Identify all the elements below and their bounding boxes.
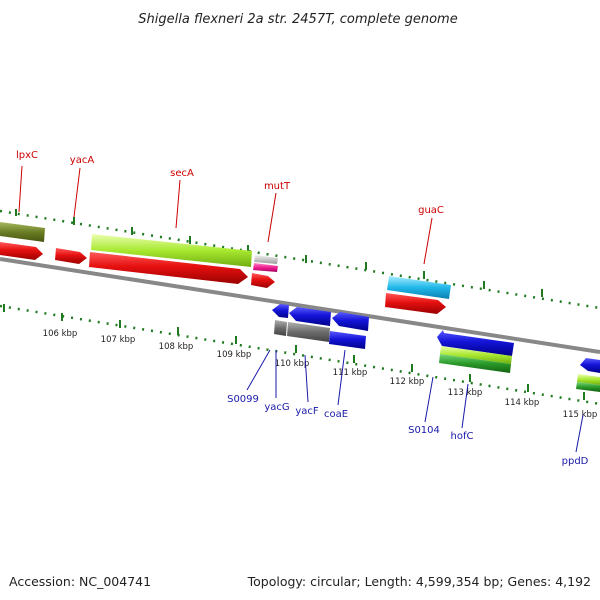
gene-feature[interactable] [387, 276, 451, 299]
gene-feature[interactable] [287, 322, 330, 342]
scale-label: 113 kbp [448, 388, 483, 398]
gene-feature[interactable] [329, 331, 366, 349]
genome-backbone [0, 257, 600, 354]
forward-gene-labels [18, 165, 433, 265]
gene-label-seca[interactable]: secA [170, 168, 194, 179]
gene-label-coae[interactable]: coaE [324, 409, 348, 420]
scale-label: 111 kbp [333, 368, 368, 378]
gene-feature[interactable] [577, 374, 600, 385]
reverse-gene-labels [246, 349, 584, 453]
gene-label-yacf[interactable]: yacF [295, 406, 319, 417]
gene-feature[interactable] [253, 263, 278, 272]
gene-feature[interactable] [254, 255, 278, 264]
gene-label-yaca[interactable]: yacA [70, 155, 95, 166]
gene-label-s0099[interactable]: S0099 [227, 394, 259, 405]
gene-feature[interactable] [55, 248, 87, 264]
forward-major-ticks [15, 209, 543, 297]
gene-feature[interactable] [385, 293, 446, 314]
gene-feature[interactable] [576, 382, 600, 392]
scale-label: 107 kbp [101, 335, 136, 345]
accession-text: Accession: NC_004741 [9, 574, 151, 589]
gene-feature[interactable] [251, 273, 275, 288]
gene-feature[interactable] [0, 242, 43, 260]
gene-label-s0104[interactable]: S0104 [408, 425, 440, 436]
scale-label: 109 kbp [217, 350, 252, 360]
scale-label: 114 kbp [505, 398, 540, 408]
gene-feature[interactable] [89, 252, 248, 284]
reverse-major-ticks [3, 304, 585, 400]
gene-label-yacg[interactable]: yacG [264, 402, 289, 413]
forward-features [0, 222, 451, 314]
gene-feature[interactable] [274, 320, 287, 336]
gene-feature[interactable] [440, 346, 512, 364]
map-title: Shigella flexneri 2a str. 2457T, complet… [138, 12, 457, 27]
scale-label: 110 kbp [275, 359, 310, 369]
gene-feature[interactable] [289, 307, 331, 326]
gene-label-lpxc[interactable]: lpxC [16, 150, 38, 161]
gene-feature[interactable] [0, 222, 45, 242]
gene-feature[interactable] [439, 354, 511, 373]
gene-feature[interactable] [91, 234, 252, 267]
scale-label: 106 kbp [43, 329, 78, 339]
scale-labels: 106 kbp 107 kbp 108 kbp 109 kbp 110 kbp … [43, 329, 598, 420]
gene-feature[interactable] [437, 330, 514, 356]
genome-summary-text: Topology: circular; Length: 4,599,354 bp… [247, 574, 591, 589]
gene-label-mutt[interactable]: mutT [264, 181, 291, 192]
gene-feature[interactable] [580, 358, 600, 373]
gene-label-ppdd[interactable]: ppdD [562, 456, 589, 467]
gene-label-guac[interactable]: guaC [418, 205, 444, 216]
reverse-features [272, 304, 600, 392]
scale-label: 112 kbp [390, 377, 425, 387]
scale-label: 108 kbp [159, 342, 194, 352]
gene-feature[interactable] [272, 304, 289, 318]
gene-label-hofc[interactable]: hofC [451, 431, 474, 442]
gene-feature[interactable] [332, 312, 369, 331]
scale-label: 115 kbp [563, 410, 598, 420]
